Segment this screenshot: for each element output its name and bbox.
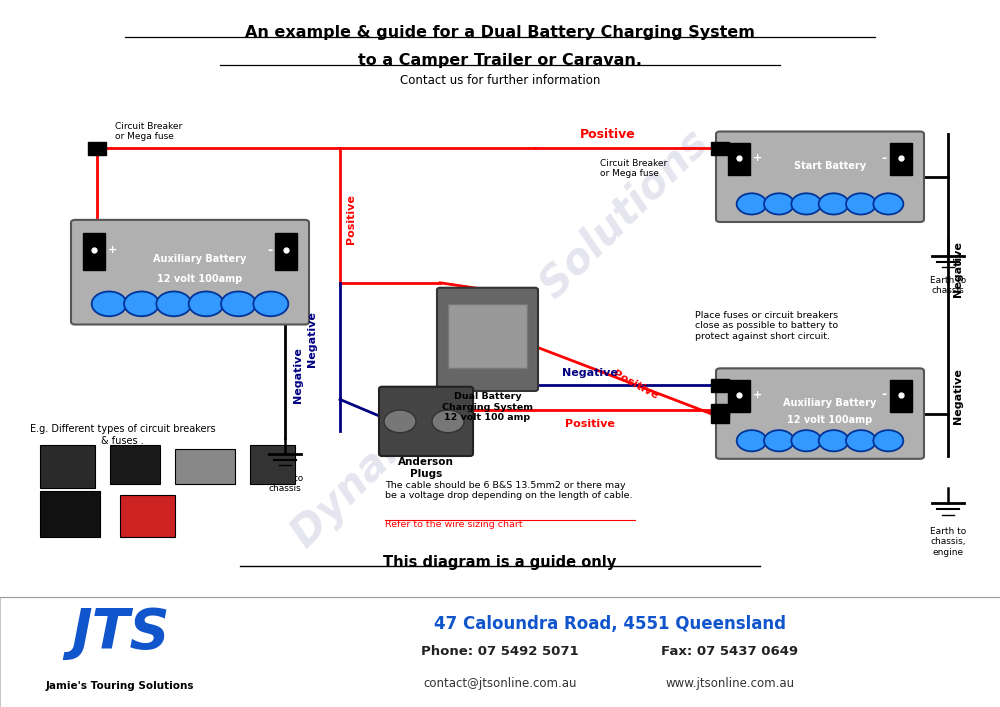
Circle shape	[737, 193, 767, 214]
Bar	[83, 233, 105, 270]
Text: Earth to
chassis: Earth to chassis	[267, 474, 303, 493]
Circle shape	[384, 410, 416, 433]
Text: Positive: Positive	[346, 194, 356, 244]
Text: Negative: Negative	[307, 311, 317, 368]
Text: +: +	[753, 390, 762, 400]
Bar	[120, 495, 175, 537]
Circle shape	[791, 193, 821, 214]
Circle shape	[189, 291, 224, 316]
Circle shape	[819, 430, 849, 451]
FancyBboxPatch shape	[379, 387, 473, 456]
Text: -: -	[882, 388, 887, 402]
Text: Positive: Positive	[565, 419, 615, 428]
Bar	[711, 404, 729, 416]
Circle shape	[432, 410, 464, 433]
Circle shape	[873, 430, 903, 451]
Text: Negative: Negative	[953, 368, 963, 424]
Text: JTS: JTS	[71, 606, 169, 660]
Circle shape	[791, 430, 821, 451]
Bar	[40, 491, 100, 537]
Text: Positive: Positive	[580, 129, 636, 141]
FancyBboxPatch shape	[716, 132, 924, 222]
Text: contact@jtsonline.com.au: contact@jtsonline.com.au	[423, 677, 577, 690]
Text: -: -	[267, 244, 272, 257]
Bar	[890, 380, 912, 412]
Text: This diagram is a guide only: This diagram is a guide only	[383, 555, 617, 570]
Circle shape	[819, 193, 849, 214]
Bar	[448, 304, 527, 368]
Text: Circuit Breaker
or Mega fuse: Circuit Breaker or Mega fuse	[115, 122, 182, 141]
Bar	[275, 233, 297, 270]
Text: 47 Caloundra Road, 4551 Queensland: 47 Caloundra Road, 4551 Queensland	[434, 615, 786, 633]
Text: Earth to
chassis,
engine: Earth to chassis, engine	[930, 527, 966, 556]
Text: -: -	[882, 151, 887, 165]
Text: Dynamic Solar Solutions: Dynamic Solar Solutions	[283, 122, 717, 556]
Text: Fax: 07 5437 0649: Fax: 07 5437 0649	[661, 645, 799, 658]
Circle shape	[846, 430, 876, 451]
FancyBboxPatch shape	[716, 368, 924, 459]
FancyBboxPatch shape	[437, 288, 538, 391]
Text: Anderson
Plugs: Anderson Plugs	[398, 457, 454, 479]
Text: Phone: 07 5492 5071: Phone: 07 5492 5071	[421, 645, 579, 658]
Text: +: +	[108, 245, 117, 255]
Bar	[890, 143, 912, 175]
Circle shape	[764, 430, 794, 451]
Bar	[711, 411, 729, 423]
Text: Earth to
chassis: Earth to chassis	[930, 276, 966, 295]
Circle shape	[221, 291, 256, 316]
Circle shape	[92, 291, 127, 316]
FancyBboxPatch shape	[71, 220, 309, 325]
Bar	[40, 445, 95, 488]
Circle shape	[764, 193, 794, 214]
Bar	[175, 449, 235, 484]
Text: Dual Battery
Charging System
12 volt 100 amp: Dual Battery Charging System 12 volt 100…	[442, 392, 533, 422]
Text: Circuit Breaker
or Mega fuse: Circuit Breaker or Mega fuse	[600, 159, 667, 178]
Bar	[0, 597, 1000, 707]
Text: Positive: Positive	[611, 369, 659, 402]
Circle shape	[737, 430, 767, 451]
Text: The cable should be 6 B&S 13.5mm2 or there may
be a voltage drop depending on th: The cable should be 6 B&S 13.5mm2 or the…	[385, 481, 633, 500]
Text: +: +	[753, 153, 762, 163]
Text: Auxiliary Battery: Auxiliary Battery	[153, 255, 247, 264]
Text: 12 volt 100amp: 12 volt 100amp	[787, 414, 873, 424]
Bar	[250, 445, 295, 484]
Bar	[711, 142, 729, 155]
Text: Auxiliary Battery: Auxiliary Battery	[783, 397, 877, 407]
Text: An example & guide for a Dual Battery Charging System: An example & guide for a Dual Battery Ch…	[245, 25, 755, 40]
Bar	[110, 445, 160, 484]
Text: Negative: Negative	[293, 346, 303, 403]
Text: Negative: Negative	[562, 368, 618, 378]
Text: E.g. Different types of circuit breakers
& fuses .: E.g. Different types of circuit breakers…	[30, 424, 216, 446]
Bar	[88, 142, 106, 155]
Text: Start Battery: Start Battery	[794, 160, 866, 170]
Bar	[728, 380, 750, 412]
Circle shape	[873, 193, 903, 214]
Text: Jamie's Touring Solutions: Jamie's Touring Solutions	[46, 682, 194, 691]
Circle shape	[846, 193, 876, 214]
Text: 12 volt 100amp: 12 volt 100amp	[157, 274, 243, 284]
Text: Contact us for further information: Contact us for further information	[400, 74, 600, 87]
Text: to a Camper Trailer or Caravan.: to a Camper Trailer or Caravan.	[358, 53, 642, 68]
Text: www.jtsonline.com.au: www.jtsonline.com.au	[665, 677, 795, 690]
Text: Place fuses or circuit breakers
close as possible to battery to
protect against : Place fuses or circuit breakers close as…	[695, 311, 838, 341]
Text: Negative: Negative	[953, 240, 963, 297]
Circle shape	[124, 291, 159, 316]
Circle shape	[156, 291, 191, 316]
Circle shape	[253, 291, 288, 316]
Bar	[728, 143, 750, 175]
Bar	[711, 379, 729, 392]
Text: Refer to the wire sizing chart: Refer to the wire sizing chart	[385, 520, 523, 529]
